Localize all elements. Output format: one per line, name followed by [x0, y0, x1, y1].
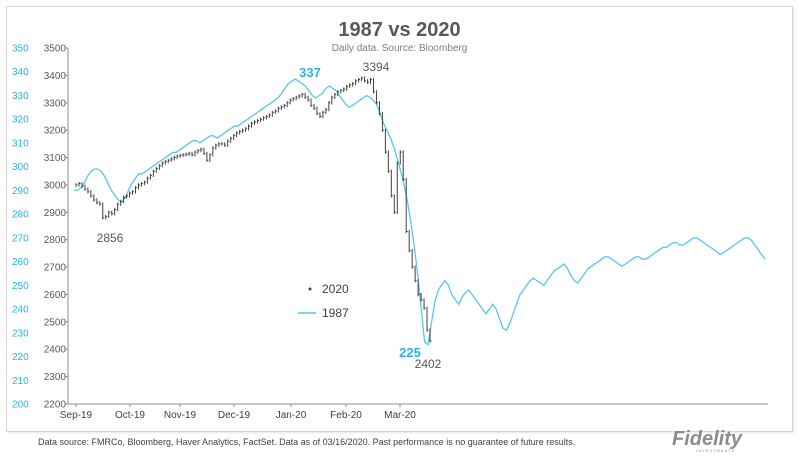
x-tick-label: Mar-20	[384, 410, 416, 421]
chart-subtitle: Daily data. Source: Bloomberg	[331, 43, 468, 54]
legend-2020-marker	[308, 287, 312, 291]
right-tick-label: 250	[12, 281, 29, 292]
left-tick-label: 3500	[44, 44, 67, 55]
left-tick-label: 2400	[44, 345, 67, 356]
right-tick-label: 320	[12, 115, 29, 126]
right-tick-label: 270	[12, 233, 29, 244]
right-tick-label: 310	[12, 138, 29, 149]
right-tick-label: 260	[12, 257, 29, 268]
x-tick-label: Feb-20	[330, 410, 362, 421]
annotation-label: 225	[399, 345, 421, 360]
left-tick-label: 3200	[44, 126, 67, 137]
left-tick-label: 3300	[44, 98, 67, 109]
series-1987-line	[74, 78, 766, 346]
right-tick-label: 220	[12, 352, 29, 363]
right-tick-label: 230	[12, 328, 29, 339]
x-tick-label: Nov-19	[164, 410, 197, 421]
legend-1987-label: 1987	[322, 306, 349, 320]
right-tick-label: 240	[12, 305, 29, 316]
left-tick-label: 2300	[44, 372, 67, 383]
legend-2020-label: 2020	[322, 282, 349, 296]
right-tick-label: 280	[12, 210, 29, 221]
annotation-label: 337	[299, 65, 321, 80]
left-tick-label: 2200	[44, 400, 67, 411]
right-tick-label: 330	[12, 91, 29, 102]
x-tick-label: Oct-19	[115, 410, 145, 421]
left-tick-label: 3100	[44, 153, 67, 164]
chart-title: 1987 vs 2020	[338, 19, 461, 41]
left-tick-label: 2700	[44, 263, 67, 274]
left-tick-label: 2500	[44, 317, 67, 328]
footer-source-text: Data source: FMRCo, Bloomberg, Haver Ana…	[38, 437, 576, 447]
fidelity-logo: Fidelity	[672, 428, 743, 450]
fidelity-logo-sub: INVESTMENTS	[696, 448, 736, 453]
right-tick-label: 200	[12, 400, 29, 411]
annotation-label: 3394	[363, 60, 390, 74]
annotation-label: 2402	[415, 357, 442, 371]
annotation-label: 2856	[97, 231, 124, 245]
right-tick-label: 290	[12, 186, 29, 197]
x-tick-label: Jan-20	[276, 410, 307, 421]
right-tick-label: 210	[12, 376, 29, 387]
left-tick-label: 3000	[44, 180, 67, 191]
left-tick-label: 2900	[44, 208, 67, 219]
right-tick-label: 350	[12, 44, 29, 55]
x-tick-label: Sep-19	[60, 410, 93, 421]
left-tick-label: 3400	[44, 71, 67, 82]
left-tick-label: 2800	[44, 235, 67, 246]
right-tick-label: 340	[12, 67, 29, 78]
chart-frame	[6, 6, 793, 432]
left-tick-label: 2600	[44, 290, 67, 301]
chart-svg: 3500 3400 3300 3200 3100 3000 2900 2800 2700 2600…	[12, 44, 768, 421]
right-tick-label: 300	[12, 162, 29, 173]
x-tick-label: Dec-19	[218, 410, 251, 421]
